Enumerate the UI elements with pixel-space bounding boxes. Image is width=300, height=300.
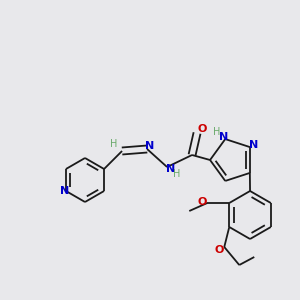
Text: O: O (198, 197, 207, 207)
Text: H: H (213, 127, 220, 137)
Text: N: N (60, 186, 70, 196)
Text: N: N (249, 140, 259, 150)
Text: O: O (197, 124, 207, 134)
Text: N: N (219, 132, 228, 142)
Text: H: H (173, 169, 181, 179)
Text: O: O (214, 245, 224, 255)
Text: N: N (146, 141, 155, 151)
Text: H: H (110, 139, 118, 149)
Text: N: N (167, 164, 176, 174)
